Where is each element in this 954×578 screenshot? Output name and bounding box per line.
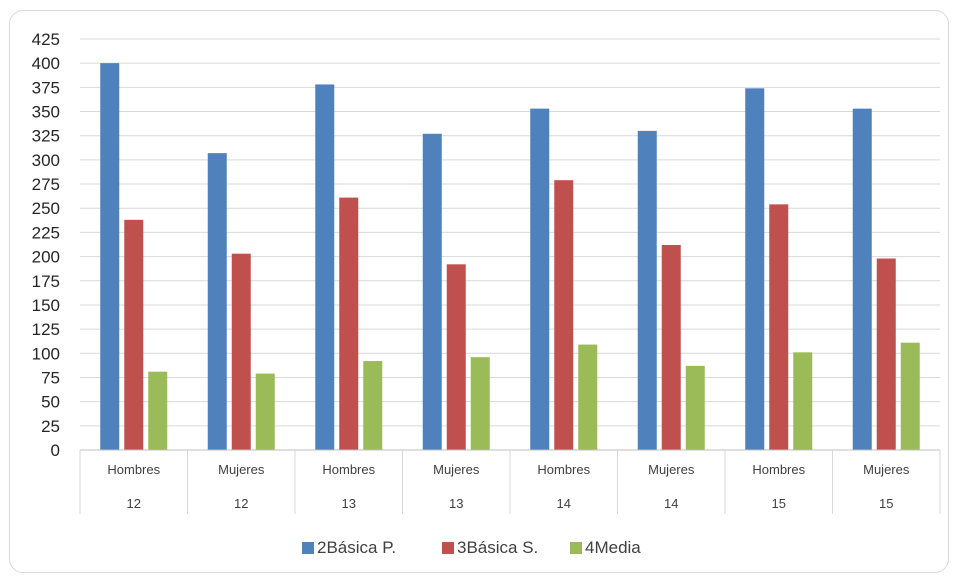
x-tick-label: Hombres: [752, 462, 805, 477]
bar: [255, 373, 275, 450]
x-group-label: 13: [449, 496, 463, 511]
bars: [100, 63, 920, 450]
x-group-label: 15: [772, 496, 786, 511]
x-axis: Hombres 12 Mujeres 12 Hombres 13 Mujeres 13 Homb…: [79, 449, 941, 514]
bar: [876, 258, 896, 450]
legend-label: 4Media: [585, 538, 641, 557]
bar: [148, 371, 168, 450]
y-tick-label: 400: [32, 54, 60, 73]
x-tick-label: Hombres: [322, 462, 375, 477]
bar: [793, 352, 813, 450]
x-tick-label: Hombres: [107, 462, 160, 477]
bar: [685, 365, 705, 450]
x-tick-label: Hombres: [537, 462, 590, 477]
x-group-label: 12: [234, 496, 248, 511]
y-tick-label: 25: [41, 417, 60, 436]
bar: [363, 361, 383, 450]
bar: [315, 84, 335, 450]
legend-swatch: [570, 542, 582, 554]
bar: [769, 204, 789, 450]
legend: 2Básica P. 3Básica S. 4Media: [302, 538, 641, 557]
x-group-label: 14: [557, 496, 571, 511]
y-tick-label: 75: [41, 368, 60, 387]
bar: [231, 253, 251, 450]
y-tick-label: 275: [32, 175, 60, 194]
x-group-label: 12: [127, 496, 141, 511]
bar: [207, 153, 227, 450]
x-tick-label: Mujeres: [433, 462, 480, 477]
bar: [637, 130, 657, 450]
y-tick-label: 125: [32, 320, 60, 339]
legend-label: 2Básica P.: [317, 538, 396, 557]
y-tick-label: 175: [32, 272, 60, 291]
x-group-label: 15: [879, 496, 893, 511]
chart-frame: [9, 10, 949, 573]
y-tick-label: 100: [32, 344, 60, 363]
bar: [124, 219, 144, 450]
legend-label: 3Básica S.: [457, 538, 538, 557]
bar: [852, 108, 872, 450]
bar: [661, 244, 681, 450]
y-tick-label: 375: [32, 78, 60, 97]
y-tick-label: 225: [32, 223, 60, 242]
bar: [578, 344, 598, 450]
bar: [530, 108, 550, 450]
x-tick-label: Mujeres: [218, 462, 265, 477]
bar: [554, 180, 574, 450]
x-tick-label: Mujeres: [863, 462, 910, 477]
y-tick-label: 200: [32, 248, 60, 267]
y-tick-label: 300: [32, 151, 60, 170]
x-group-label: 14: [664, 496, 678, 511]
bar: [422, 133, 442, 450]
bar: [470, 357, 490, 450]
y-tick-label: 425: [32, 30, 60, 49]
legend-swatch: [442, 542, 454, 554]
x-group-label: 13: [342, 496, 356, 511]
y-axis: 0 25 50 75 100 125 150 175 200 225 250 275 300 325 350…: [32, 30, 60, 460]
y-tick-label: 350: [32, 103, 60, 122]
bar: [745, 88, 765, 450]
x-tick-label: Mujeres: [648, 462, 695, 477]
bar: [446, 264, 466, 450]
y-tick-label: 325: [32, 127, 60, 146]
y-tick-label: 0: [51, 441, 60, 460]
y-tick-label: 250: [32, 199, 60, 218]
bar: [900, 342, 920, 450]
bar: [100, 63, 120, 450]
legend-swatch: [302, 542, 314, 554]
y-tick-label: 50: [41, 393, 60, 412]
y-tick-label: 150: [32, 296, 60, 315]
bar: [339, 197, 359, 450]
